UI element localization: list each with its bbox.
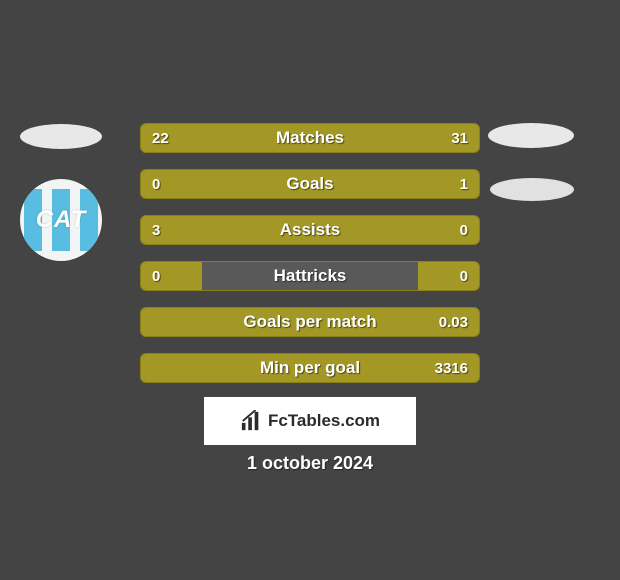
stat-bar-track — [140, 261, 480, 291]
brand-footer[interactable]: FcTables.com — [204, 397, 416, 445]
stat-bar-track — [140, 215, 480, 245]
stat-bar-left — [141, 216, 418, 244]
stat-bar-track — [140, 123, 480, 153]
stat-bar-left — [141, 354, 188, 382]
stat-bar-left — [141, 262, 202, 290]
stat-row: Goals01 — [140, 169, 480, 199]
stat-bar-left — [141, 170, 202, 198]
stat-bar-right — [202, 170, 479, 198]
stat-row: Min per goal3316 — [140, 353, 480, 383]
stat-row: Goals per match0.03 — [140, 307, 480, 337]
footer-date: 1 october 2024 — [0, 453, 620, 474]
badge-text: CAT — [36, 206, 87, 234]
stat-row: Hattricks00 — [140, 261, 480, 291]
player-right-ellipse-1 — [488, 123, 574, 148]
brand-text: FcTables.com — [268, 411, 380, 431]
stat-bar-track — [140, 169, 480, 199]
stat-bar-left — [141, 124, 281, 152]
stat-row: Assists30 — [140, 215, 480, 245]
stat-bar-right — [188, 308, 479, 336]
stat-row: Matches2231 — [140, 123, 480, 153]
chart-icon — [240, 410, 262, 432]
club-badge: CAT — [20, 179, 102, 261]
stat-bar-right — [188, 354, 479, 382]
stat-bar-track — [140, 353, 480, 383]
player-right-ellipse-2 — [490, 178, 574, 201]
player-left-ellipse — [20, 124, 102, 149]
stat-bar-right — [281, 124, 479, 152]
stats-list: Matches2231 Goals01 Assists30 Hattricks00 Go… — [140, 123, 480, 399]
stat-bar-right — [418, 216, 479, 244]
comparison-card: P. Souto vs Chaves Club competitions, Se… — [0, 0, 620, 580]
stat-bar-left — [141, 308, 188, 336]
stat-bar-track — [140, 307, 480, 337]
stat-bar-right — [418, 262, 479, 290]
